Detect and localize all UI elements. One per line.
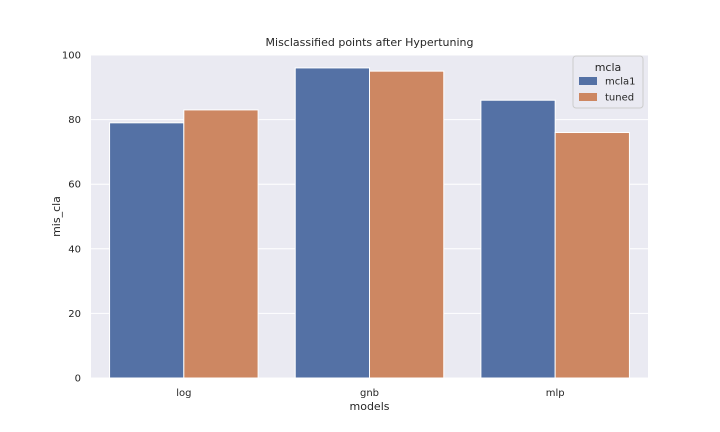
y-tick-label: 40	[68, 244, 81, 255]
y-axis-label: mis_cla	[50, 196, 63, 237]
bar-mcla1-mlp	[480, 99, 556, 379]
chart-title: Misclassified points after Hypertuning	[266, 36, 474, 49]
bar-mcla1-gnb	[294, 67, 371, 379]
y-tick-label: 0	[75, 374, 81, 385]
y-tick-label: 60	[68, 180, 81, 191]
legend-swatch-tuned	[579, 93, 597, 101]
bar-mcla1-log	[109, 122, 185, 379]
y-axis-ticks: 0 20 40 60 80 100	[62, 51, 81, 385]
legend-swatch-mcla1	[579, 77, 597, 85]
x-axis-ticks: log gnb mlp	[176, 388, 564, 399]
x-tick-label-log: log	[176, 388, 191, 399]
legend-label-tuned: tuned	[605, 93, 634, 104]
bar-tuned-log	[183, 109, 259, 379]
bars	[109, 67, 630, 379]
legend-label-mcla1: mcla1	[605, 77, 636, 88]
legend-title: mcla	[595, 61, 622, 74]
y-tick-label: 20	[68, 309, 81, 320]
x-tick-label-gnb: gnb	[360, 388, 379, 399]
bar-tuned-mlp	[554, 132, 630, 379]
x-axis-label: models	[350, 400, 390, 413]
legend: mcla mcla1 tuned	[572, 55, 644, 109]
x-tick-label-mlp: mlp	[546, 388, 565, 399]
y-tick-label: 80	[68, 115, 81, 126]
bar-tuned-gnb	[369, 70, 445, 379]
y-tick-label: 100	[62, 51, 81, 62]
